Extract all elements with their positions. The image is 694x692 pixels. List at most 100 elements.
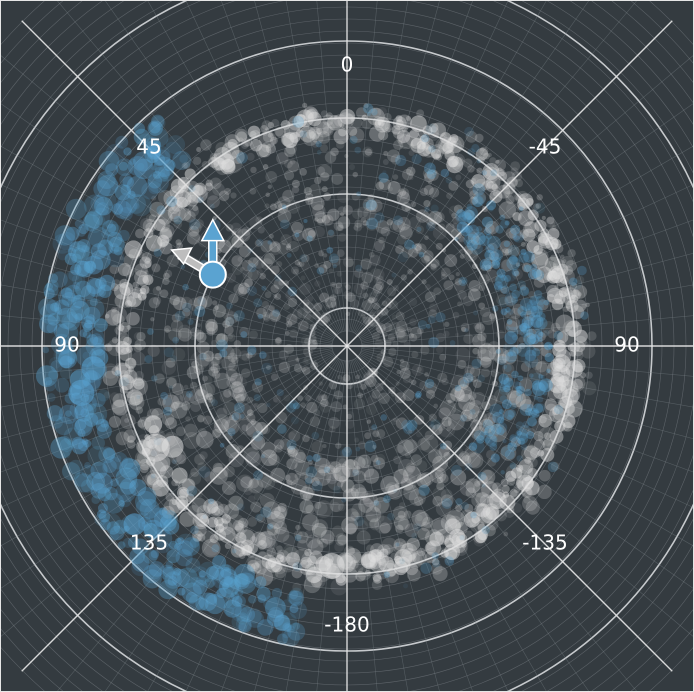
data-point (243, 486, 253, 496)
data-point (549, 221, 560, 232)
data-point (461, 224, 470, 233)
data-point (131, 558, 149, 577)
data-point (323, 534, 335, 546)
data-point (537, 426, 557, 446)
data-point (515, 385, 523, 393)
data-point (88, 329, 105, 345)
data-point (238, 517, 249, 528)
data-point (510, 224, 521, 235)
data-point (468, 279, 481, 292)
grid-spoke-minor (353, 1, 509, 333)
data-point (159, 514, 177, 532)
data-point (513, 486, 521, 493)
data-point (377, 554, 389, 566)
data-point (257, 540, 267, 550)
data-point (218, 568, 238, 588)
data-point (521, 487, 533, 499)
data-point (410, 138, 422, 149)
data-point (468, 391, 477, 401)
data-point (435, 501, 452, 517)
data-point (275, 554, 285, 563)
data-point (483, 341, 491, 349)
data-point (281, 239, 287, 246)
data-point (179, 511, 196, 527)
data-point (318, 538, 329, 548)
data-point (162, 394, 180, 412)
data-point (357, 454, 372, 468)
data-point (291, 185, 300, 194)
data-point (50, 436, 73, 459)
data-point (194, 512, 210, 528)
data-point (392, 505, 408, 521)
data-point (448, 180, 459, 191)
data-point (98, 446, 116, 464)
data-point (483, 431, 488, 436)
data-point (344, 459, 356, 470)
data-point (428, 421, 435, 428)
data-point (411, 244, 417, 249)
data-point (247, 517, 258, 527)
grid-spoke-minor (1, 354, 335, 589)
data-point (222, 320, 230, 328)
data-point (570, 305, 585, 320)
data-point (461, 501, 470, 510)
orientation-marker[interactable] (170, 218, 227, 289)
data-point (500, 377, 511, 388)
data-point (174, 537, 182, 545)
data-point (150, 473, 156, 479)
data-point (486, 449, 496, 460)
data-point (489, 403, 503, 417)
data-point (440, 168, 450, 178)
data-point (492, 411, 505, 424)
data-point (450, 374, 469, 393)
data-point (437, 547, 449, 559)
data-point (408, 149, 415, 156)
data-point (189, 184, 208, 203)
data-point (144, 504, 162, 523)
data-point (537, 396, 544, 403)
data-point (531, 359, 543, 371)
data-point (171, 479, 179, 487)
data-point (562, 306, 569, 313)
data-point (486, 200, 497, 211)
data-point (62, 462, 81, 481)
data-point (133, 202, 140, 210)
data-point (489, 189, 503, 204)
data-point (189, 218, 201, 230)
data-point (247, 478, 263, 494)
data-point (95, 418, 110, 432)
data-point (276, 388, 284, 397)
data-point (479, 307, 490, 318)
data-point (471, 515, 480, 524)
marker-handle[interactable] (198, 260, 227, 289)
data-point (292, 449, 306, 463)
data-point (415, 225, 425, 235)
data-point (197, 414, 205, 423)
data-point (267, 132, 273, 138)
data-point (204, 578, 215, 589)
data-point (406, 327, 412, 333)
data-point (397, 518, 411, 531)
data-point (381, 537, 398, 554)
data-point (169, 211, 180, 222)
data-point (328, 268, 334, 274)
data-point (110, 392, 120, 402)
data-point (299, 168, 307, 176)
data-point (289, 131, 301, 143)
data-point (463, 158, 473, 168)
data-point (488, 346, 504, 362)
data-point (279, 219, 290, 230)
data-point (188, 225, 200, 237)
data-point (170, 319, 184, 332)
grid-spoke-minor (1, 355, 336, 637)
data-point (456, 221, 468, 233)
data-point (134, 370, 145, 381)
data-point (238, 245, 251, 258)
data-point (92, 412, 105, 425)
data-point (223, 564, 232, 572)
grid-spoke-minor (359, 103, 693, 338)
data-point (476, 503, 491, 518)
data-point (558, 287, 569, 298)
data-point (320, 312, 332, 323)
data-point (421, 521, 432, 532)
